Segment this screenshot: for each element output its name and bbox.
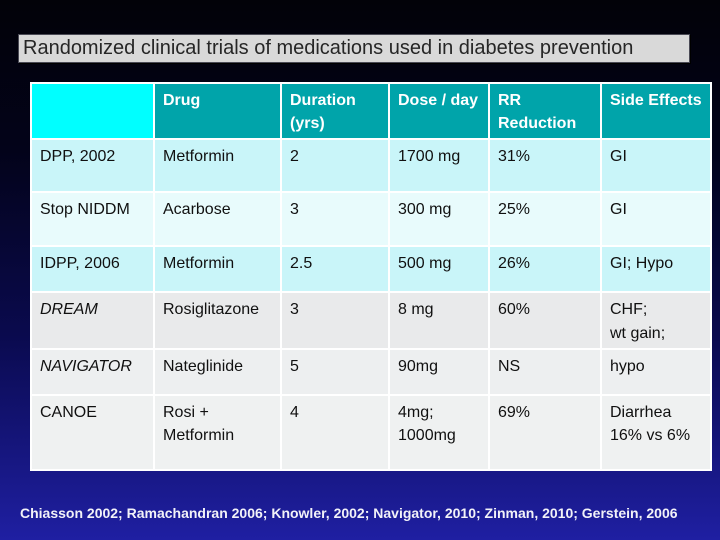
dose-cell: 4mg; 1000mg bbox=[388, 393, 490, 471]
side-effects-cell: GI; Hypo bbox=[600, 245, 712, 294]
table-row: NAVIGATOR Nateglinide 5 90mg NS hypo bbox=[30, 347, 712, 396]
table-row: DPP, 2002 Metformin 2 1700 mg 31% GI bbox=[30, 138, 712, 194]
header-cell-rr-reduction: RR Reduction bbox=[488, 81, 602, 141]
table-row: DREAM Rosiglitazone 3 8 mg 60% CHF; wt g… bbox=[30, 291, 712, 350]
drug-cell: Rosi + Metformin bbox=[153, 393, 282, 471]
rr-cell: 26% bbox=[488, 245, 602, 294]
rr-cell: NS bbox=[488, 347, 602, 396]
drug-cell: Metformin bbox=[153, 138, 282, 194]
trial-name-cell: CANOE bbox=[30, 393, 155, 471]
drug-cell: Rosiglitazone bbox=[153, 291, 282, 350]
dose-cell: 500 mg bbox=[388, 245, 490, 294]
header-cell-drug: Drug bbox=[153, 81, 282, 141]
header-cell-trial bbox=[30, 81, 155, 141]
drug-cell: Metformin bbox=[153, 245, 282, 294]
side-effects-cell: hypo bbox=[600, 347, 712, 396]
drug-cell: Nateglinide bbox=[153, 347, 282, 396]
table-row: IDPP, 2006 Metformin 2.5 500 mg 26% GI; … bbox=[30, 245, 712, 294]
rr-cell: 69% bbox=[488, 393, 602, 471]
citation-footer: Chiasson 2002; Ramachandran 2006; Knowle… bbox=[20, 505, 678, 521]
trial-name-cell: DREAM bbox=[30, 291, 155, 350]
header-cell-dose: Dose / day bbox=[388, 81, 490, 141]
duration-cell: 2.5 bbox=[280, 245, 390, 294]
dose-cell: 1700 mg bbox=[388, 138, 490, 194]
dose-cell: 90mg bbox=[388, 347, 490, 396]
duration-cell: 3 bbox=[280, 291, 390, 350]
trial-name-cell: DPP, 2002 bbox=[30, 138, 155, 194]
dose-cell: 8 mg bbox=[388, 291, 490, 350]
clinical-trials-table: Drug Duration (yrs) Dose / day RR Reduct… bbox=[30, 81, 712, 471]
slide-title: Randomized clinical trials of medication… bbox=[18, 34, 690, 63]
header-cell-side-effects: Side Effects bbox=[600, 81, 712, 141]
header-cell-duration: Duration (yrs) bbox=[280, 81, 390, 141]
duration-cell: 5 bbox=[280, 347, 390, 396]
drug-cell: Acarbose bbox=[153, 191, 282, 248]
trial-name-cell: Stop NIDDM bbox=[30, 191, 155, 248]
side-effects-cell: GI bbox=[600, 191, 712, 248]
duration-cell: 3 bbox=[280, 191, 390, 248]
side-effects-cell: CHF; wt gain; bbox=[600, 291, 712, 350]
side-effects-cell: Diarrhea 16% vs 6% bbox=[600, 393, 712, 471]
duration-cell: 4 bbox=[280, 393, 390, 471]
side-effects-cell: GI bbox=[600, 138, 712, 194]
table-row: CANOE Rosi + Metformin 4 4mg; 1000mg 69%… bbox=[30, 393, 712, 471]
table-row: Stop NIDDM Acarbose 3 300 mg 25% GI bbox=[30, 191, 712, 248]
table-header-row: Drug Duration (yrs) Dose / day RR Reduct… bbox=[30, 81, 712, 141]
duration-cell: 2 bbox=[280, 138, 390, 194]
rr-cell: 31% bbox=[488, 138, 602, 194]
dose-cell: 300 mg bbox=[388, 191, 490, 248]
trial-name-cell: NAVIGATOR bbox=[30, 347, 155, 396]
trial-name-cell: IDPP, 2006 bbox=[30, 245, 155, 294]
rr-cell: 25% bbox=[488, 191, 602, 248]
rr-cell: 60% bbox=[488, 291, 602, 350]
